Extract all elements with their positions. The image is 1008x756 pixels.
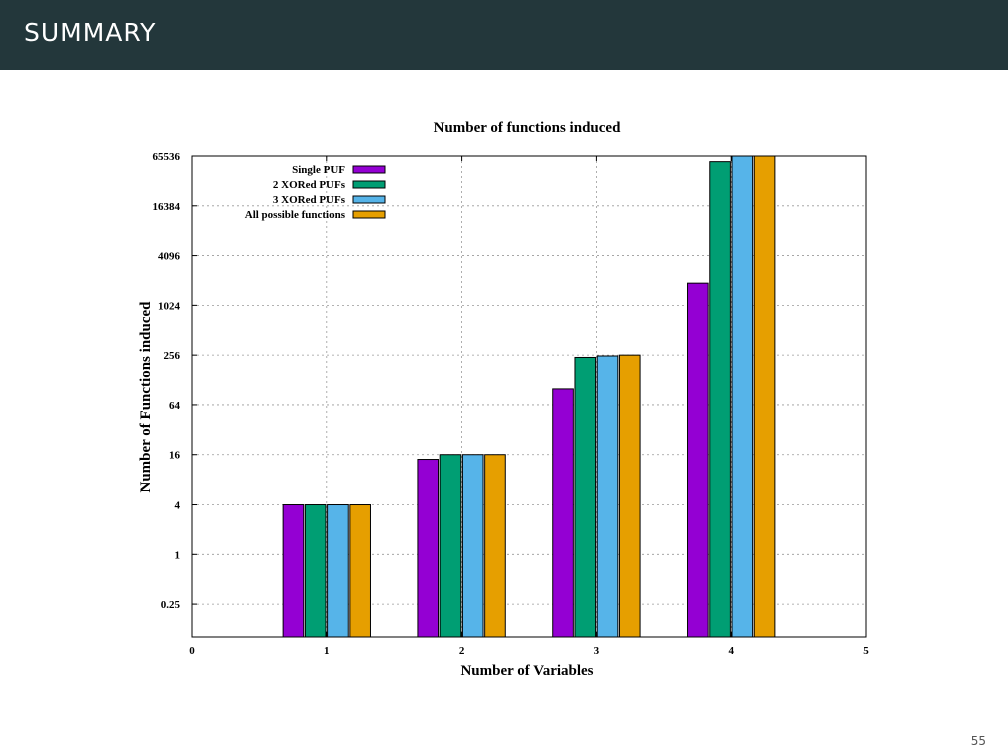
x-axis-label: Number of Variables [460, 663, 593, 679]
legend: Single PUF 2 XORed PUFs 3 XORed PUFs All po… [245, 164, 386, 221]
page-number: 55 [970, 734, 986, 748]
x-tick-label: 1 [324, 645, 330, 657]
y-tick-label: 64 [169, 400, 181, 412]
bar [484, 454, 506, 638]
bar [753, 155, 776, 638]
slide-header: SUMMARY [0, 0, 1008, 70]
legend-label: Single PUF [292, 164, 345, 176]
bar [731, 155, 754, 638]
axis-ticks: 0.25 1 4 16 64 256 1024 4096 16384 65536 0 1 2 3 4 5 [153, 151, 870, 657]
x-tick-label: 5 [863, 645, 869, 657]
legend-swatch [352, 180, 386, 189]
y-tick-label: 16 [169, 450, 181, 462]
y-tick-label: 1024 [158, 300, 181, 312]
bar [596, 355, 619, 638]
y-tick-label: 256 [164, 350, 181, 362]
bar [687, 282, 709, 638]
legend-label: 3 XORed PUFs [273, 194, 346, 206]
x-tick-label: 4 [728, 645, 734, 657]
bar [304, 504, 327, 638]
bar [552, 388, 574, 638]
bar [618, 354, 641, 638]
bar [417, 459, 440, 638]
bar [574, 356, 597, 638]
bar [439, 454, 462, 638]
y-tick-label: 0.25 [161, 599, 181, 611]
chart-title: Number of functions induced [434, 120, 621, 136]
slide-title: SUMMARY [24, 18, 157, 47]
plot-frame [191, 155, 867, 638]
y-tick-label: 1 [175, 549, 181, 561]
legend-swatch [352, 210, 386, 219]
y-axis-label: Number of Functions induced [138, 301, 154, 493]
bar [709, 161, 731, 638]
bar [282, 504, 305, 638]
y-tick-label: 16384 [153, 201, 181, 213]
bars [282, 155, 776, 638]
y-tick-label: 4 [175, 500, 181, 512]
x-tick-label: 2 [459, 645, 465, 657]
legend-label: All possible functions [245, 209, 346, 221]
bar [327, 504, 349, 638]
y-tick-label: 65536 [153, 151, 181, 163]
y-tick-label: 4096 [158, 251, 181, 263]
legend-label: 2 XORed PUFs [273, 179, 346, 191]
legend-swatch [352, 165, 386, 174]
bar [461, 454, 484, 638]
bar [349, 504, 371, 638]
x-tick-label: 0 [189, 645, 195, 657]
x-tick-label: 3 [594, 645, 600, 657]
legend-swatch [352, 195, 386, 204]
